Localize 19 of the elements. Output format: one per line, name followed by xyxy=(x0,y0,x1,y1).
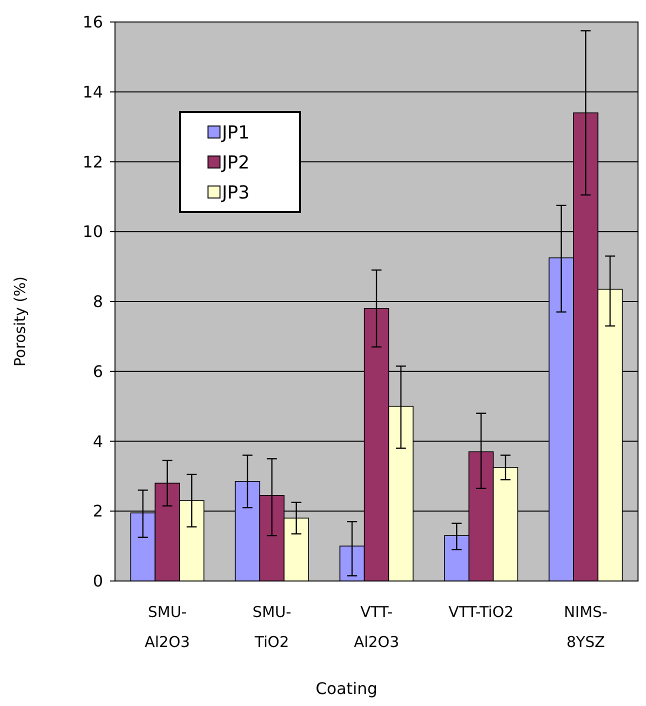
legend-label: JP1 xyxy=(221,122,250,144)
y-tick-label: 16 xyxy=(82,12,103,32)
y-tick-label: 6 xyxy=(92,362,103,381)
y-tick-label: 14 xyxy=(82,82,103,102)
y-tick-label: 10 xyxy=(82,222,103,242)
x-tick-label: SMU- Al2O3 xyxy=(144,603,190,651)
x-axis-title: Coating xyxy=(316,679,378,698)
x-tick-label: VTT-TiO2 xyxy=(448,603,514,621)
x-tick-label: VTT- Al2O3 xyxy=(354,603,400,651)
legend-label: JP2 xyxy=(221,152,250,174)
y-tick-label: 8 xyxy=(92,292,103,312)
y-tick-label: 0 xyxy=(92,572,103,591)
legend-label: JP3 xyxy=(221,182,250,204)
y-tick-label: 2 xyxy=(92,502,103,521)
y-axis-title: Porosity (%) xyxy=(11,276,29,367)
y-tick-label: 12 xyxy=(82,152,103,172)
x-tick-label: SMU- TiO2 xyxy=(252,603,292,651)
x-tick-label: NIMS- 8YSZ xyxy=(564,603,608,651)
y-tick-label: 4 xyxy=(92,432,103,451)
